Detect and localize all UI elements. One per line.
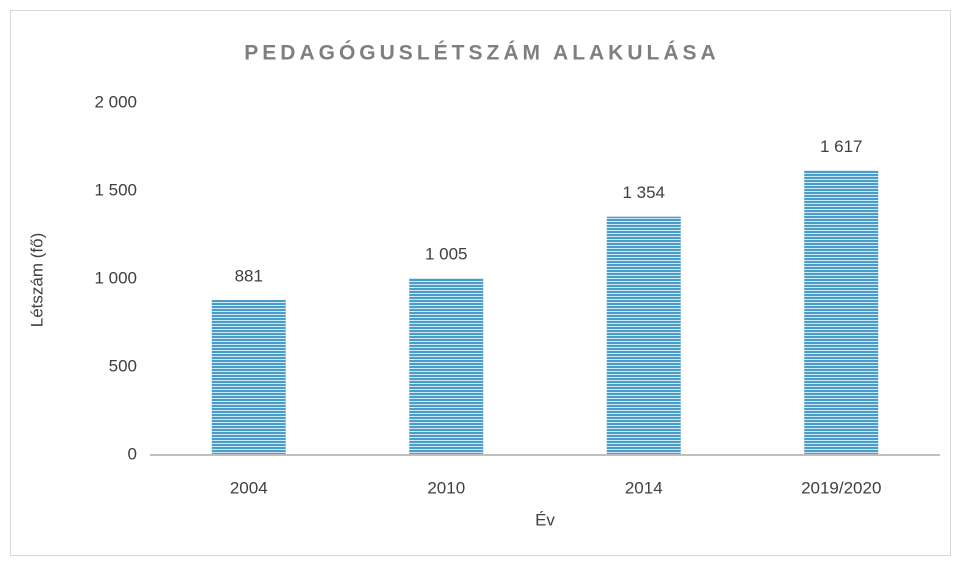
y-tick-label: 1 000 (94, 268, 137, 287)
bar (211, 299, 286, 455)
y-axis-label: Létszám (fő) (27, 233, 46, 327)
data-label: 881 (235, 266, 263, 285)
y-tick-label: 2 000 (94, 92, 137, 111)
bar (606, 216, 681, 455)
x-tick-label: 2019/2020 (801, 478, 881, 497)
y-tick-label: 500 (109, 356, 137, 375)
data-label: 1 005 (425, 245, 468, 264)
x-tick-label: 2010 (427, 478, 465, 497)
x-tick-label: 2004 (230, 478, 268, 497)
data-label: 1 354 (622, 183, 665, 202)
bar (804, 170, 879, 455)
x-tick-label: 2014 (625, 478, 663, 497)
y-tick-label: 1 500 (94, 180, 137, 199)
y-tick-label: 0 (128, 444, 137, 463)
x-axis-label: Év (535, 510, 555, 529)
chart-title: PEDAGÓGUSLÉTSZÁM ALAKULÁSA (244, 41, 719, 65)
bar (409, 278, 484, 455)
data-label: 1 617 (820, 137, 863, 156)
